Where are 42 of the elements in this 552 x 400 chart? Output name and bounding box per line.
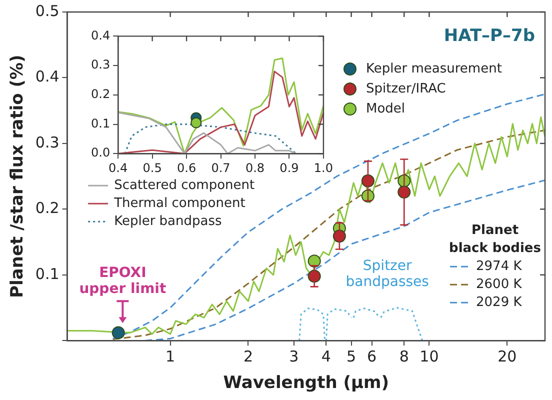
annotation: EPOXI upper limit [79,265,166,298]
x-tick-label: 0.7 [211,160,230,175]
x-tick-label: 2 [243,347,254,366]
legend-label: Model [366,101,406,116]
annotation: Spitzer bandpasses [346,258,429,290]
y-tick-label: 0.3 [35,133,60,152]
x-tick-label: 0.5 [142,160,162,175]
x-tick-label: 0.6 [176,160,196,175]
legend-label: 2600 K [476,276,522,292]
x-tick-label: 20 [498,347,517,366]
x-tick-label: 10 [420,347,439,366]
y-axis-title: Planet /star flux ratio (%) [8,54,28,298]
x-tick-label: 3 [289,347,299,366]
x-tick-label: 0.4 [108,160,128,175]
line-series [124,124,297,154]
y-tick-label: 0.1 [90,116,110,130]
legend-label: Scattered component [114,178,255,193]
text: HAT–P–7b [444,26,535,46]
y-tick-label: 0.1 [35,264,60,283]
x-axis-title: Wavelength (μm) [223,373,390,394]
x-tick-label: 1.0 [314,160,334,175]
y-tick-label: 0.0 [90,146,110,160]
legend-label: Kepler measurement [366,61,502,76]
x-tick-label: 0.8 [245,160,265,175]
y-tick-label: 0.2 [35,199,60,218]
x-tick-label: 6 [367,347,377,366]
legend-label: Thermal component [113,196,246,211]
legend-label: 2974 K [476,258,522,274]
y-tick-label: 0.2 [90,87,110,102]
legend-title: Planet black bodies [449,222,542,256]
y-tick-label: 0.3 [90,58,110,72]
x-tick-label: 1 [166,347,176,366]
legend-label: 2029 K [476,294,522,310]
x-tick-label: 5 [346,347,356,366]
x-tick-label: 8 [399,347,409,366]
y-tick-label: 0.4 [90,28,110,42]
legend-label: Spitzer/IRAC [366,81,446,96]
legend-label: Kepler bandpass [114,214,222,229]
x-tick-label: 4 [321,347,331,366]
x-tick-label: 0.9 [280,160,299,175]
y-tick-label: 0.4 [35,68,60,86]
y-tick-label: 0.5 [35,2,60,20]
